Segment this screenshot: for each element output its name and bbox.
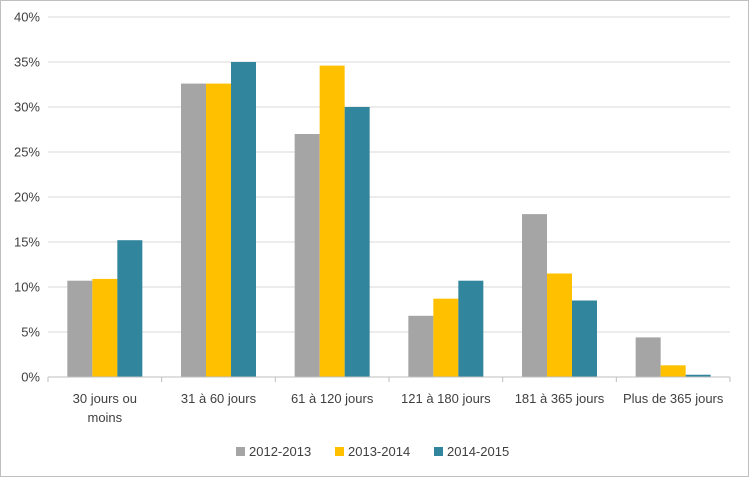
x-tick-label: 121 à 180 jours [401, 391, 491, 406]
y-tick-label: 10% [14, 280, 40, 295]
bar [294, 134, 320, 377]
x-tick-label: Plus de 365 jours [623, 391, 724, 406]
bar [231, 62, 256, 377]
bar [319, 65, 345, 377]
y-tick-label: 15% [14, 235, 40, 250]
y-tick-label: 35% [14, 55, 40, 70]
gridlines [48, 16, 730, 333]
y-tick-label: 25% [14, 145, 40, 160]
bar [206, 83, 231, 377]
x-tick-label: 181 à 365 jours [515, 391, 605, 406]
bar [67, 280, 93, 377]
bar [408, 315, 434, 377]
legend-swatch [236, 447, 245, 456]
x-axis [47, 376, 731, 382]
bar [635, 337, 661, 377]
bar [572, 300, 597, 377]
legend: 2012-2013 2013-2014 2014-2015 [236, 444, 509, 459]
legend-swatch [434, 447, 443, 456]
y-tick-label: 20% [14, 190, 40, 205]
bar [660, 365, 686, 377]
bar [181, 83, 206, 377]
bar [685, 374, 711, 377]
x-tick-label: moins [87, 410, 122, 425]
bar [117, 240, 143, 377]
y-tick-label: 0% [21, 370, 40, 385]
legend-label: 2013-2014 [348, 444, 410, 459]
legend-swatch [335, 447, 344, 456]
y-tick-label: 40% [14, 10, 40, 25]
y-tick-label: 30% [14, 100, 40, 115]
bar [344, 107, 370, 377]
bar [547, 273, 572, 377]
legend-label: 2014-2015 [447, 444, 509, 459]
bar [92, 278, 118, 377]
x-axis-tick-labels: 30 jours ou moins 31 à 60 jours 61 à 120 jo… [73, 391, 724, 425]
bar [522, 214, 547, 377]
bars [67, 62, 711, 377]
x-tick-label: 30 jours ou [73, 391, 137, 406]
bar [433, 298, 459, 377]
x-tick-label: 61 à 120 jours [291, 391, 374, 406]
y-tick-label: 5% [21, 325, 40, 340]
bar [458, 280, 484, 377]
x-tick-label: 31 à 60 jours [181, 391, 257, 406]
y-axis-tick-labels: 0% 5% 10% 15% 20% 25% 30% 35% 40% [14, 10, 40, 385]
legend-label: 2012-2013 [249, 444, 311, 459]
